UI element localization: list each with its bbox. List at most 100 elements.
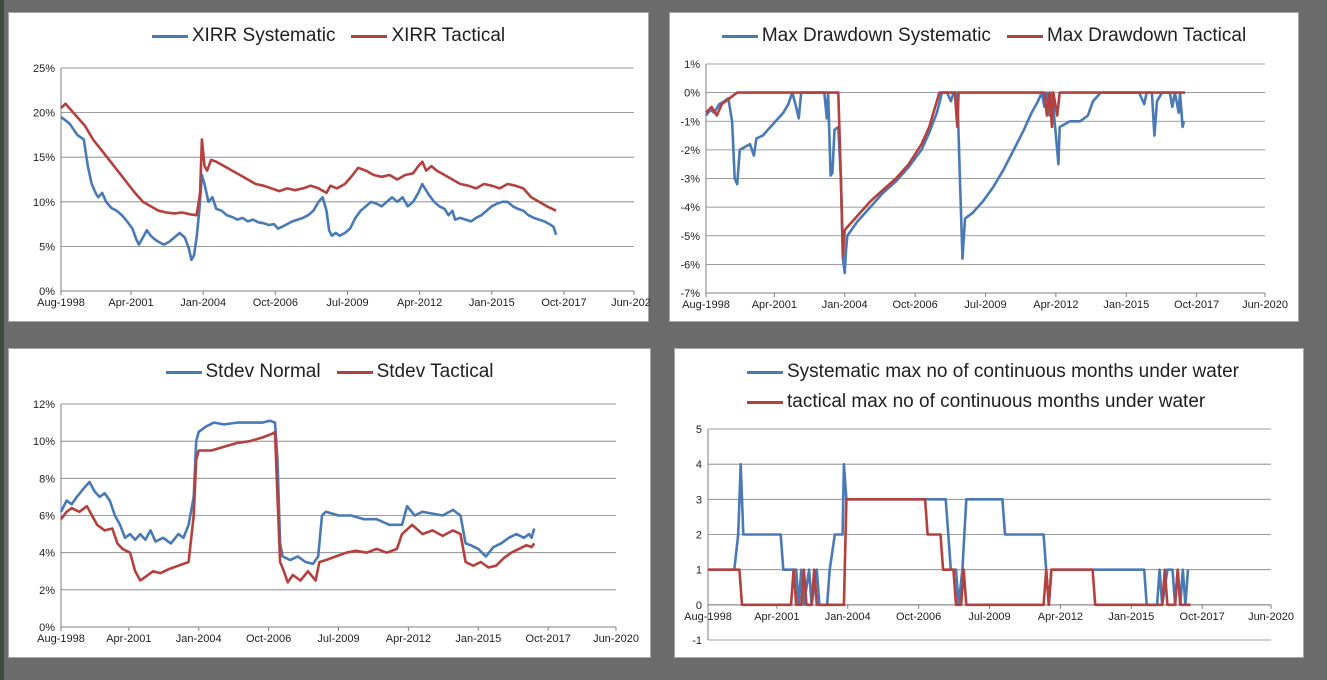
- legend-label: XIRR Systematic: [191, 25, 336, 46]
- y-tick-label: -7%: [680, 288, 700, 300]
- y-tick-label: 2%: [39, 585, 55, 597]
- y-tick-label: 12%: [33, 399, 55, 411]
- legend-label: tactical max no of continuous months und…: [787, 391, 1206, 412]
- max-drawdown-plot: 1% 0% -1% -2% -3% -4% -5% -6% -7%Aug-1998 Apr-200…: [680, 59, 1288, 311]
- y-tick-label: -4%: [680, 202, 700, 214]
- legend-swatch-systematic: [165, 370, 202, 374]
- x-tick-label: Oct-2006: [892, 299, 937, 311]
- x-tick-label: Jan-2015: [469, 297, 515, 309]
- x-tick-label: Jul-2009: [968, 611, 1010, 623]
- xirr-chart-panel: XIRR Systematic XIRR Tactical 0% 5% 10% 15%…: [8, 12, 650, 322]
- x-tick-label: Apr-2001: [106, 633, 151, 645]
- legend-swatch-tactical: [336, 370, 373, 374]
- series-line-tactical: [705, 91, 1186, 258]
- y-tick-label: 0%: [39, 286, 55, 298]
- max-drawdown-legend: Max Drawdown Systematic Max Drawdown Tac…: [670, 25, 1298, 47]
- y-tick-label: -2%: [680, 145, 700, 157]
- legend-label: XIRR Tactical: [391, 25, 506, 46]
- y-tick-label: 10%: [33, 197, 55, 209]
- y-tick-label: 8%: [39, 473, 55, 485]
- x-tick-label: Apr-2012: [386, 633, 431, 645]
- x-tick-label: Jan-2015: [1103, 299, 1149, 311]
- stdev-legend: Stdev Normal Stdev Tactical: [9, 361, 650, 383]
- y-tick-label: 3: [696, 494, 702, 506]
- x-tick-label: Aug-1998: [682, 299, 730, 311]
- y-tick-label: 4: [696, 459, 702, 471]
- legend-item-maxdd-systematic: Max Drawdown Systematic: [721, 25, 991, 47]
- y-tick-label: -1%: [680, 116, 700, 128]
- y-tick-label: 6%: [39, 511, 55, 523]
- y-tick-label: 5: [696, 424, 702, 436]
- legend-label: Stdev Tactical: [376, 361, 494, 382]
- x-tick-label: Oct-2006: [246, 633, 291, 645]
- x-tick-label: Apr-2001: [108, 297, 153, 309]
- x-tick-label: Jan-2004: [180, 297, 226, 309]
- months-plot: 5 4 3 2 1 0 -1 Aug-1998 Apr-2001 Jan-2004 Oct-2006…: [684, 424, 1294, 647]
- x-tick-label: Jan-2004: [176, 633, 222, 645]
- x-tick-label: Aug-1998: [37, 633, 85, 645]
- x-tick-label: Oct-2017: [1174, 299, 1219, 311]
- x-tick-label: Jan-2015: [1108, 611, 1154, 623]
- stdev-chart-panel: Stdev Normal Stdev Tactical 0% 2% 4% 6% 8% 10…: [8, 348, 651, 658]
- max-drawdown-chart-panel: Max Drawdown Systematic Max Drawdown Tac…: [669, 12, 1299, 322]
- x-tick-label: Apr-2012: [397, 297, 442, 309]
- y-tick-label: 2: [696, 530, 702, 542]
- series-line-tactical: [708, 498, 1191, 607]
- legend-swatch-tactical: [1006, 34, 1043, 38]
- x-tick-label: Aug-1998: [37, 297, 85, 309]
- x-tick-label: Oct-2017: [541, 297, 586, 309]
- x-tick-label: Apr-2001: [752, 299, 797, 311]
- series-line-tactical: [60, 102, 557, 217]
- x-tick-label: Oct-2017: [1180, 611, 1225, 623]
- legend-swatch-tactical: [351, 34, 388, 38]
- y-tick-label: 0: [696, 600, 702, 612]
- legend-label: Max Drawdown Tactical: [1046, 25, 1247, 46]
- x-tick-label: Aug-1998: [684, 611, 732, 623]
- x-tick-label: Jan-2015: [455, 633, 501, 645]
- legend-label: Systematic max no of continuous months u…: [787, 361, 1240, 382]
- y-tick-label: 0%: [684, 88, 700, 100]
- legend-item-stdev-tactical: Stdev Tactical: [336, 361, 494, 383]
- x-tick-label: Jun-2020: [593, 633, 639, 645]
- x-tick-label: Jun-2020: [1242, 299, 1288, 311]
- xirr-legend: XIRR Systematic XIRR Tactical: [9, 25, 648, 47]
- legend-item-maxdd-tactical: Max Drawdown Tactical: [1006, 25, 1247, 47]
- stdev-plot: 0% 2% 4% 6% 8% 10% 12% Aug-1998 Apr-2001 Jan-2004…: [33, 399, 639, 645]
- y-tick-label: 5%: [39, 241, 55, 253]
- series-line-systematic: [60, 116, 558, 262]
- legend-label: Max Drawdown Systematic: [761, 25, 991, 46]
- y-tick-label: -5%: [680, 231, 700, 243]
- x-tick-label: Jan-2004: [822, 299, 868, 311]
- months-under-water-chart-panel: Systematic max no of continuous months u…: [674, 348, 1304, 658]
- window-edge-strip: [0, 0, 4, 680]
- x-tick-label: Apr-2012: [1038, 611, 1083, 623]
- legend-item-stdev-normal: Stdev Normal: [165, 361, 321, 383]
- y-tick-label: 0%: [39, 622, 55, 634]
- y-tick-label: -3%: [680, 174, 700, 186]
- y-tick-label: -6%: [680, 259, 700, 271]
- y-tick-label: 1%: [684, 59, 700, 71]
- x-tick-label: Oct-2017: [526, 633, 571, 645]
- y-tick-label: 4%: [39, 548, 55, 560]
- legend-item-months-tactical: tactical max no of continuous months und…: [747, 391, 1205, 413]
- legend-item-months-systematic: Systematic max no of continuous months u…: [747, 361, 1239, 383]
- legend-item-xirr-tactical: XIRR Tactical: [351, 25, 505, 47]
- series-line-systematic: [704, 91, 1186, 275]
- y-tick-label: -1: [692, 635, 702, 647]
- x-tick-label: Apr-2012: [1033, 299, 1078, 311]
- legend-label: Stdev Normal: [205, 361, 321, 382]
- y-tick-label: 10%: [33, 436, 55, 448]
- y-tick-label: 15%: [33, 152, 55, 164]
- legend-swatch-systematic: [747, 370, 783, 374]
- legend-item-xirr-systematic: XIRR Systematic: [151, 25, 336, 47]
- series-line-tactical: [59, 430, 536, 584]
- legend-swatch-systematic: [721, 34, 758, 38]
- xirr-plot: 0% 5% 10% 15% 20% 25% Aug-1998 Apr-2001 Jan-2004…: [33, 63, 650, 309]
- x-tick-label: Oct-2006: [253, 297, 298, 309]
- legend-swatch-tactical: [747, 400, 783, 404]
- y-tick-label: 20%: [33, 108, 55, 120]
- x-tick-label: Apr-2001: [754, 611, 799, 623]
- x-tick-label: Jun-2020: [1248, 611, 1294, 623]
- x-tick-label: Oct-2006: [896, 611, 941, 623]
- legend-swatch-systematic: [151, 34, 188, 38]
